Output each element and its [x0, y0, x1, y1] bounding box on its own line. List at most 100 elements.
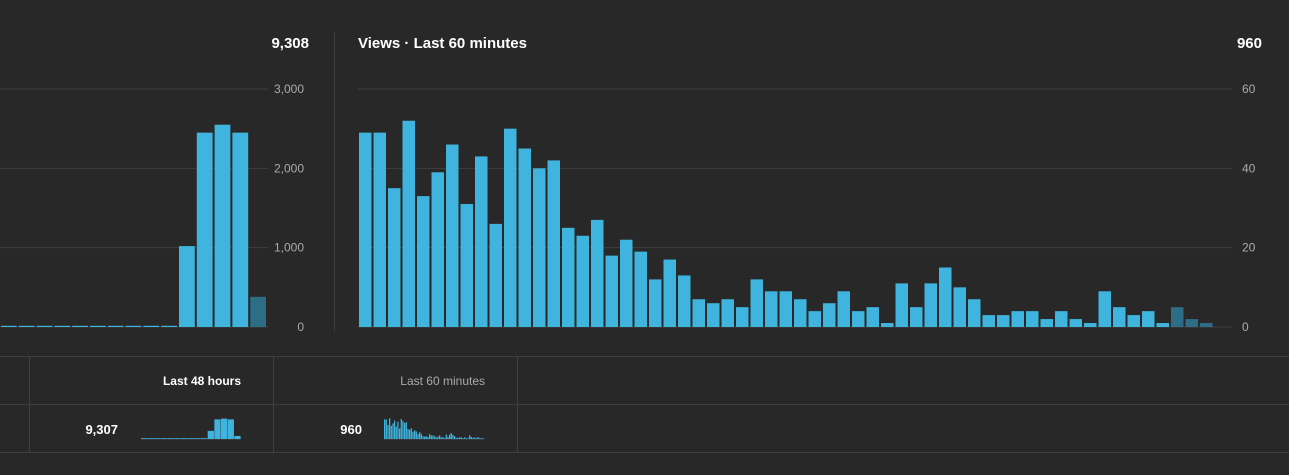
right-chart-title: Views · Last 60 minutes [358, 35, 527, 52]
sparkline-bar [434, 436, 436, 439]
tab-last-60-minutes[interactable]: Last 60 minutes [400, 374, 485, 388]
sparkline-bar [234, 435, 241, 439]
right-chart: 60 40 20 0 [358, 82, 1256, 334]
bar [196, 132, 213, 327]
bar [107, 325, 124, 327]
tabs-bottom-border [0, 404, 1289, 405]
bar [125, 325, 142, 327]
sparkline-bar [445, 434, 447, 439]
bar [808, 311, 821, 327]
sparkline-bar [167, 438, 174, 439]
bar [547, 160, 560, 327]
bar [852, 311, 865, 327]
bar [1011, 311, 1024, 327]
sparkline-bar [385, 419, 387, 439]
bar [765, 291, 778, 327]
bar [1069, 319, 1082, 327]
bar [1142, 311, 1155, 327]
bar [161, 325, 177, 327]
bar [605, 255, 618, 327]
left-total: 9,308 [271, 35, 309, 52]
tabs-top-border [0, 356, 1289, 357]
sparkline-bar [439, 435, 441, 439]
sparkline-bar [440, 437, 442, 439]
bar [678, 275, 691, 327]
sparkline-bar [227, 419, 234, 439]
bar [837, 291, 850, 327]
sparkline-bar [472, 437, 474, 439]
sparkline-bar [384, 419, 386, 439]
bar [1200, 323, 1213, 327]
sparkline-bar [414, 430, 416, 439]
rows-bottom-border [0, 452, 1289, 453]
chart-divider [334, 32, 335, 331]
bar [663, 259, 676, 327]
bar [866, 307, 879, 327]
bar [1127, 315, 1140, 327]
sparkline-bar [449, 434, 451, 439]
bar [232, 132, 249, 327]
sparkline-bar [404, 423, 406, 439]
y-tick-label: 1,000 [274, 241, 304, 255]
y-tick-label: 0 [297, 320, 304, 334]
bar [562, 227, 575, 327]
sparkline-bar [201, 438, 208, 439]
bar [460, 204, 473, 327]
sparkline-bar [400, 419, 402, 439]
bar [707, 303, 720, 327]
bar [750, 279, 763, 327]
hours-row-value: 9,307 [85, 422, 118, 437]
sparkline-bar [455, 437, 457, 439]
bar [518, 148, 531, 327]
sparkline-bar [424, 436, 426, 439]
sparkline-bar [207, 430, 214, 439]
sparkline-bar [402, 421, 404, 439]
bar [402, 120, 415, 327]
sparkline-bar [447, 437, 449, 439]
y-tick-label: 40 [1242, 161, 1256, 175]
bar [576, 235, 589, 327]
sparkline-bar [482, 438, 484, 439]
bar [1171, 307, 1184, 327]
bar [794, 299, 807, 327]
minutes-row-value: 960 [340, 422, 362, 437]
sparkline-bar [422, 436, 424, 439]
bar [1113, 307, 1126, 327]
sparkline-bar [450, 433, 452, 439]
bar [939, 267, 952, 327]
bar [359, 132, 372, 327]
bar [214, 124, 231, 327]
sparkline-bar [174, 438, 181, 439]
sparkline-bar [392, 423, 394, 439]
y-tick-label: 3,000 [274, 82, 304, 96]
sparkline-bar [474, 437, 476, 439]
bar [1084, 323, 1097, 327]
bar [634, 251, 647, 327]
tab-last-48-hours[interactable]: Last 48 hours [162, 374, 241, 388]
bar [417, 196, 430, 327]
y-tick-label: 0 [1242, 320, 1249, 334]
sparkline-bar [460, 437, 462, 439]
sparkline-bar [410, 428, 412, 439]
bar [649, 279, 662, 327]
sparkline-bar [147, 438, 154, 439]
sparkline-bar [430, 435, 432, 439]
sparkline-bar [469, 435, 471, 439]
hours-sparkline [141, 418, 241, 440]
bar [692, 299, 705, 327]
left-chart: 3,000 2,000 1,000 0 [0, 82, 304, 334]
bar [895, 283, 908, 327]
sparkline-bar [417, 434, 419, 439]
bar [18, 325, 35, 327]
tab-divider-3 [517, 356, 518, 453]
bar [179, 246, 195, 327]
sparkline-bar [477, 437, 479, 439]
sparkline-bar [442, 437, 444, 439]
sparkline-bar [389, 418, 391, 439]
bar [881, 323, 894, 327]
sparkline-bar [479, 438, 481, 439]
bar [982, 315, 995, 327]
bar [924, 283, 937, 327]
minutes-sparkline [384, 418, 484, 440]
bar [1156, 323, 1169, 327]
